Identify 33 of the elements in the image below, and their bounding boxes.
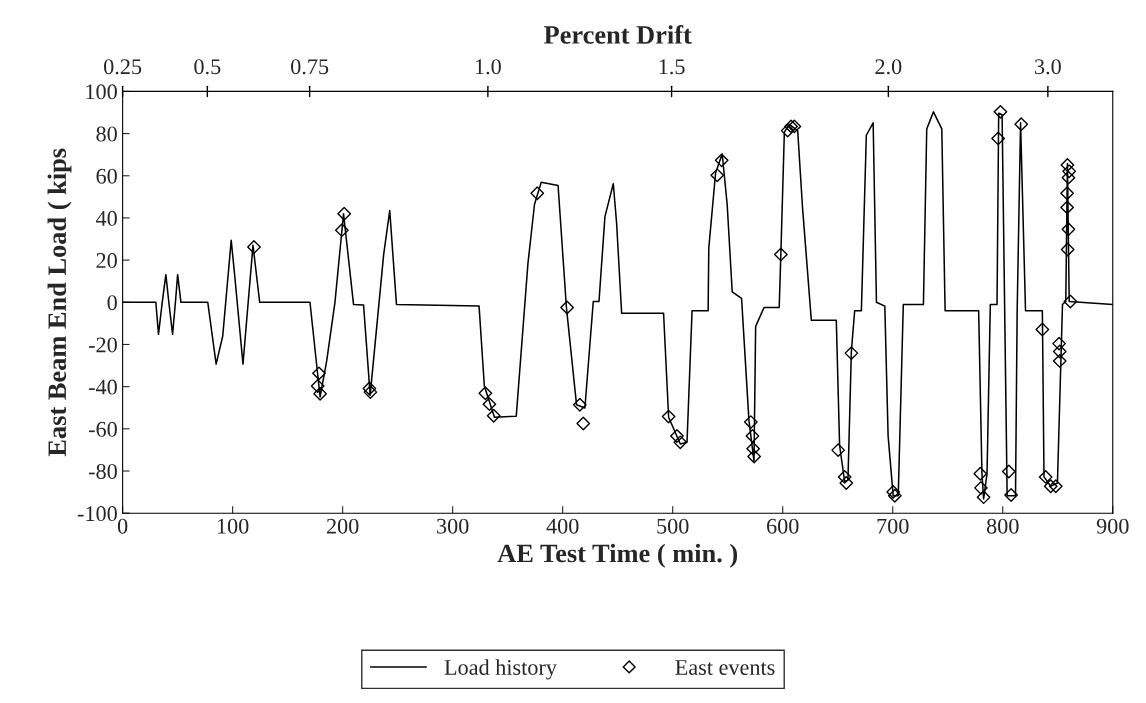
y-tick-label: 0	[107, 295, 117, 311]
y-tick-label: 80	[96, 126, 117, 142]
x-tick-label: 800	[986, 518, 1019, 534]
x-tick-label: 100	[217, 518, 249, 534]
annotation: 2.0	[875, 59, 902, 75]
annotation: 3.0	[1035, 59, 1061, 75]
x-tick-label: 900	[1096, 518, 1129, 534]
y-tick-label: -100	[77, 506, 117, 522]
x-tick-label: 700	[877, 518, 909, 534]
y-tick-label: -80	[88, 463, 117, 479]
annotation: 1.0	[475, 59, 501, 75]
x-tick-label: 300	[437, 518, 469, 534]
y-tick-label: -40	[88, 379, 117, 395]
y-tick-label: -60	[88, 421, 117, 437]
x-axis-title: AE Test Time ( min. )	[497, 543, 738, 568]
y-tick-label: 100	[86, 84, 117, 100]
x2-axis-title: Percent Drift	[544, 25, 692, 44]
x-tick-label: 400	[546, 518, 579, 534]
y-axis-title: East Beam End Load ( kips	[47, 148, 72, 457]
x-tick-label: 0	[117, 518, 128, 534]
y-tick-label: 60	[96, 168, 117, 184]
annotation: 0.25	[104, 59, 142, 75]
annotation: 0.75	[291, 59, 329, 75]
x-tick-label: 200	[326, 518, 359, 534]
annotation: 1.5	[659, 59, 685, 75]
x-tick-label: 500	[657, 518, 689, 534]
annotation: 0.5	[194, 59, 221, 75]
legend-label: Load history	[444, 659, 557, 680]
x-tick-label: 600	[767, 518, 799, 534]
y-tick-label: 40	[95, 210, 117, 226]
y-tick-label: 20	[96, 253, 117, 269]
y-tick-label: -20	[88, 337, 117, 353]
legend-label: East events	[675, 660, 775, 675]
